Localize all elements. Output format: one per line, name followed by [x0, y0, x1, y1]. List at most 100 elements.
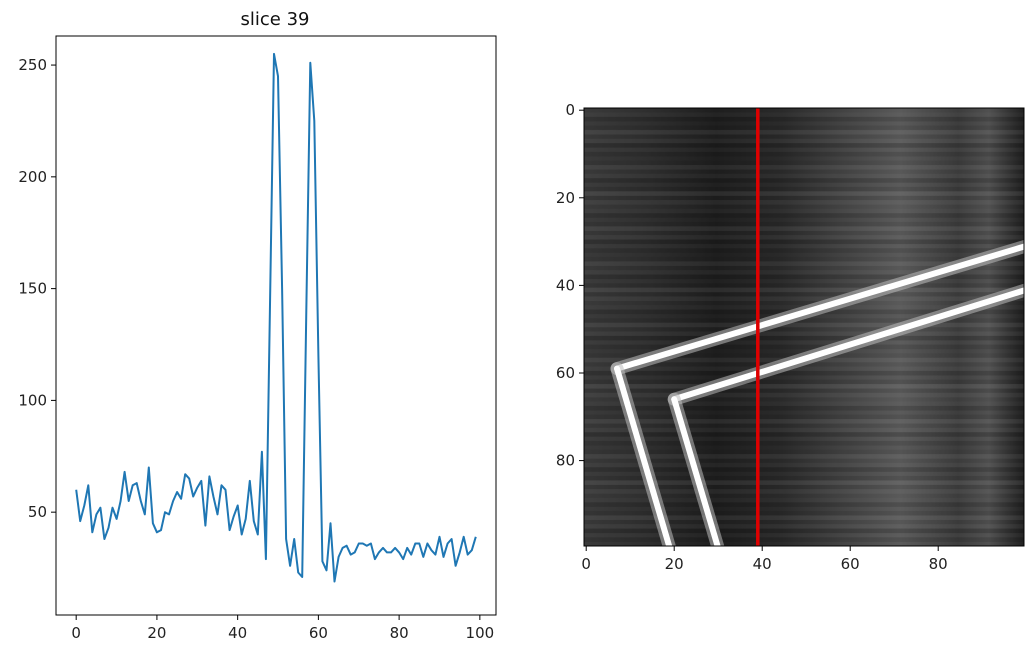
scanline-row: [584, 475, 1024, 481]
scanline-row: [584, 147, 1024, 152]
scanline-row: [584, 169, 1024, 174]
scanline-row: [584, 291, 1024, 297]
x-tick-label: 80: [929, 555, 948, 573]
y-tick-label: 20: [556, 189, 575, 207]
scanline-row: [584, 524, 1024, 529]
scanline-row: [584, 423, 1024, 428]
scanline-row: [584, 239, 1024, 245]
heatmap-y-axis: 0 20 40 60 80: [556, 101, 584, 470]
scanline-row: [584, 440, 1024, 446]
scanline-row: [584, 533, 1024, 538]
x-tick-label: 40: [753, 555, 772, 573]
scanline-row: [584, 213, 1024, 218]
scanline-row: [584, 392, 1024, 398]
scanline-row: [584, 112, 1024, 117]
scanline-row: [584, 414, 1024, 420]
line-chart-y-axis: 50 100 150 200 250: [18, 56, 56, 521]
heatmap-x-axis: 0 20 40 60 80: [581, 546, 948, 573]
scanline-row: [584, 134, 1024, 139]
scanline-row: [584, 344, 1024, 350]
scanline-row: [584, 366, 1024, 371]
scanline-row: [584, 182, 1024, 187]
x-tick-label: 20: [147, 624, 166, 642]
line-chart: slice 39 50 100 150 200 250 0 20 40 60 80 100: [18, 9, 497, 642]
scanline-row: [584, 467, 1024, 472]
bright-line: [614, 243, 1024, 372]
scanline-row: [584, 528, 1024, 534]
bright-line: [671, 396, 721, 546]
scanline-row: [584, 156, 1024, 161]
y-tick-label: 250: [18, 56, 47, 74]
scanline-row: [584, 244, 1024, 249]
scanline-row: [584, 129, 1024, 135]
scanline-row: [584, 432, 1024, 437]
heatmap-bright-lines: [610, 239, 1024, 546]
scanline-row: [584, 253, 1024, 258]
scanline-row: [584, 160, 1024, 166]
scanline-row: [584, 108, 1024, 113]
scanline-row: [584, 191, 1024, 196]
scanline-row: [584, 125, 1024, 131]
scanline-row: [584, 231, 1024, 236]
y-tick-label: 50: [28, 503, 47, 521]
y-tick-label: 0: [565, 101, 575, 119]
scanline-row: [584, 520, 1024, 525]
y-tick-label: 100: [18, 391, 47, 409]
scanline-row: [584, 375, 1024, 380]
scanline-row: [584, 437, 1024, 442]
x-tick-label: 20: [665, 555, 684, 573]
scanline-row: [584, 218, 1024, 223]
heatmap-image: [584, 108, 1024, 546]
x-tick-label: 80: [390, 624, 409, 642]
x-tick-label: 60: [309, 624, 328, 642]
scanline-row: [584, 248, 1024, 253]
heatmap-frame: [583, 107, 1025, 547]
scanline-row: [584, 379, 1024, 385]
scanline-row: [584, 537, 1024, 542]
scanline-row: [584, 445, 1024, 450]
scanline-row: [584, 296, 1024, 302]
line-chart-frame: [55, 35, 497, 616]
scanline-row: [584, 226, 1024, 231]
y-tick-label: 40: [556, 276, 575, 294]
scanline-row: [584, 322, 1024, 328]
scanline-row: [584, 335, 1024, 341]
scanline-row: [584, 178, 1024, 183]
scanline-row: [584, 502, 1024, 507]
scanline-row: [584, 283, 1024, 288]
scanline-row: [584, 507, 1024, 512]
scanline-row: [584, 256, 1024, 262]
y-tick-label: 60: [556, 364, 575, 382]
scanline-row: [584, 199, 1024, 205]
scanline-row: [584, 331, 1024, 336]
scanline-row: [584, 449, 1024, 455]
scanline-row: [584, 195, 1024, 201]
scanline-row: [584, 397, 1024, 402]
scanline-row: [584, 370, 1024, 376]
scanline-row: [584, 143, 1024, 148]
line-chart-title: slice 39: [241, 9, 310, 30]
scanline-row: [584, 327, 1024, 332]
scanline-row: [584, 515, 1024, 521]
scanline-row: [584, 261, 1024, 266]
bright-line: [614, 365, 673, 546]
scanline-row: [584, 428, 1024, 433]
y-tick-label: 150: [18, 280, 47, 298]
scanline-row: [584, 235, 1024, 240]
bright-line: [671, 287, 1024, 403]
scanline-row: [584, 418, 1024, 424]
scanline-row: [584, 454, 1024, 459]
scanline-row: [584, 174, 1024, 179]
scanline-row: [584, 340, 1024, 345]
scanline-row: [584, 388, 1024, 393]
scanline-row: [584, 121, 1024, 126]
scanline-row: [584, 287, 1024, 293]
scanline-row: [584, 221, 1024, 227]
scanline-row: [584, 186, 1024, 192]
heatmap-scanlines: [584, 108, 1024, 542]
heatmap-chart: 0 20 40 60 80 0 20 40 60 80: [556, 101, 1025, 573]
scanline-row: [584, 139, 1024, 144]
scanline-row: [584, 401, 1024, 406]
scanline-row: [584, 405, 1024, 411]
